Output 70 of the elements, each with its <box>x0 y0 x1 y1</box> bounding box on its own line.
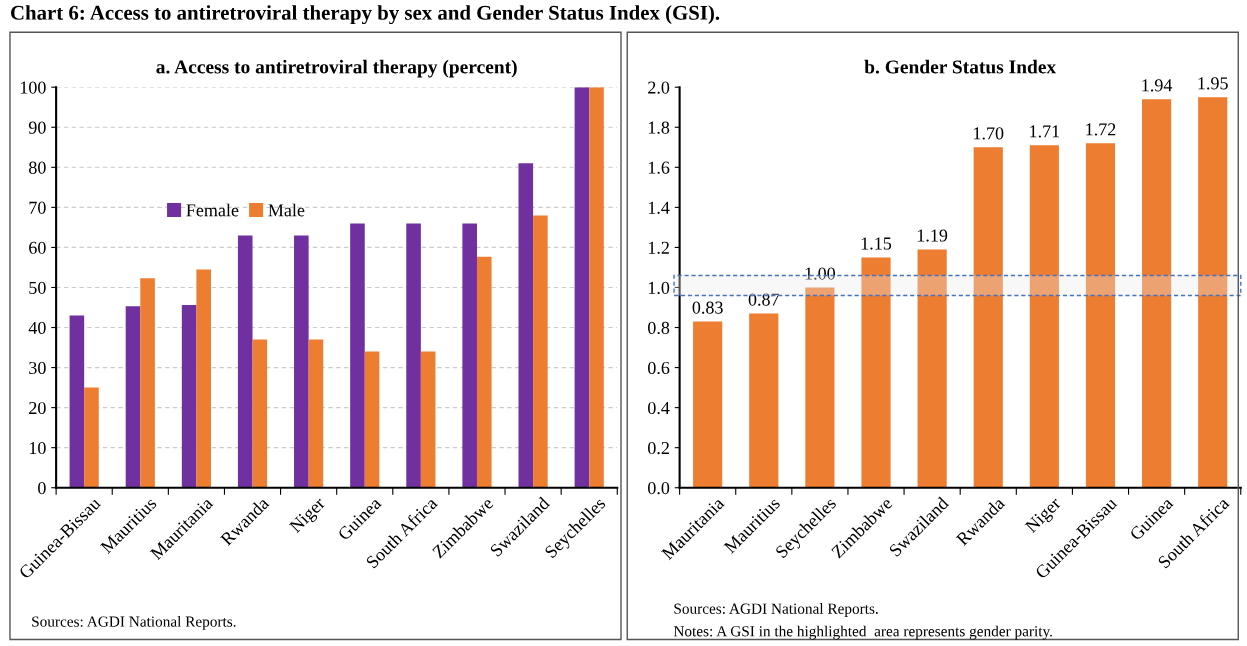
data-label: 1.95 <box>1198 77 1228 90</box>
bar <box>1029 145 1059 488</box>
bar <box>805 287 835 488</box>
bar <box>1198 97 1228 488</box>
data-label: 1.72 <box>1086 123 1116 136</box>
bar <box>125 306 141 488</box>
data-label: 1.00 <box>805 267 836 280</box>
y-tick-label: 10 <box>29 441 46 455</box>
y-tick-label: 0.8 <box>648 321 670 335</box>
y-tick-label: 100 <box>20 81 46 94</box>
y-tick-label: 1.0 <box>648 281 670 294</box>
bar <box>252 339 268 488</box>
bar <box>589 87 604 488</box>
chart-title: a. Access to antiretroviral therapy (percent) <box>156 59 517 78</box>
bar <box>518 163 534 488</box>
y-tick-label: 50 <box>29 281 46 294</box>
bar <box>350 223 365 488</box>
bar <box>462 223 477 488</box>
bar <box>917 249 947 488</box>
y-tick-label: 0.4 <box>648 401 670 415</box>
bar <box>1085 143 1116 488</box>
y-tick-label: 2.0 <box>648 81 670 94</box>
bar <box>973 147 1003 488</box>
bar <box>69 315 85 488</box>
data-label: 0.87 <box>748 293 780 306</box>
bar <box>140 278 155 488</box>
bar <box>237 235 253 488</box>
source-note: Sources: AGDI National Reports. <box>32 615 236 630</box>
y-tick-label: 40 <box>28 321 46 334</box>
legend-label: Male <box>268 203 305 217</box>
y-tick-label: 80 <box>29 161 46 174</box>
y-tick-label: 0.0 <box>648 481 670 495</box>
source-note: Sources: AGDI National Reports. <box>674 603 878 617</box>
bar <box>420 351 436 488</box>
bar <box>364 351 380 488</box>
bar <box>861 257 891 488</box>
text: Notes: A GSI in the highlighted area represents gender parity. <box>673 625 1052 640</box>
caption: Chart 6: Access to antiretroviral therapy by sex and Gender Status Index (GSI). <box>10 5 720 25</box>
bar <box>693 321 723 488</box>
data-label: 1.15 <box>861 237 892 250</box>
bar <box>749 313 779 488</box>
y-tick-label: 20 <box>29 401 46 415</box>
bar <box>533 215 548 488</box>
y-tick-label: 30 <box>29 361 46 375</box>
y-tick-label: 0 <box>38 481 46 495</box>
data-label: 1.94 <box>1142 79 1173 92</box>
bar <box>294 235 309 488</box>
data-label: 1.70 <box>974 127 1004 140</box>
chart-title: b. Gender Status Index <box>864 59 1057 74</box>
y-tick-label: 1.4 <box>648 201 670 214</box>
bar <box>308 339 324 488</box>
bar <box>1142 99 1172 488</box>
bar <box>406 223 421 488</box>
bar <box>574 87 590 488</box>
data-label: 1.71 <box>1030 125 1060 138</box>
y-tick-label: 1.8 <box>648 121 670 134</box>
bar <box>84 387 99 488</box>
data-label: 1.19 <box>917 229 948 242</box>
y-tick-label: 1.2 <box>648 241 669 254</box>
data-label: 0.83 <box>692 301 723 314</box>
bar <box>181 305 197 488</box>
y-tick-label: 60 <box>29 241 46 254</box>
y-tick-label: 0.6 <box>648 361 670 375</box>
y-tick-label: 0.2 <box>648 441 669 455</box>
bar <box>476 256 492 488</box>
bar <box>196 269 211 488</box>
y-tick-label: 90 <box>28 121 46 134</box>
legend-label: Female <box>186 203 239 217</box>
y-tick-label: 70 <box>29 201 46 214</box>
y-tick-label: 1.6 <box>648 161 670 174</box>
